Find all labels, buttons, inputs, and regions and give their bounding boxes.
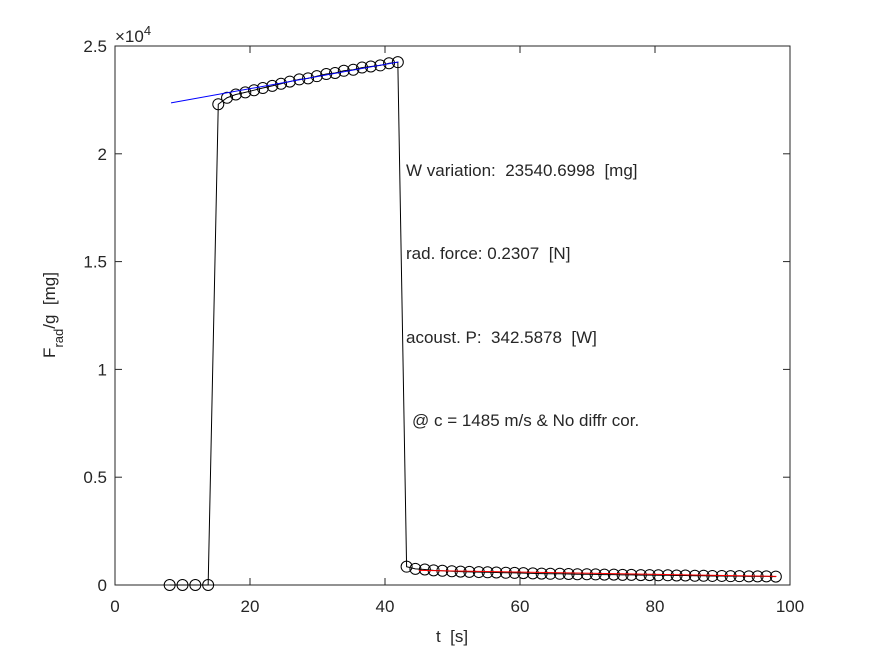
data-point [544, 567, 557, 580]
y-tick-label: 0 [98, 576, 107, 595]
data-point [652, 569, 665, 582]
data-point [383, 57, 396, 70]
series-line [170, 61, 399, 104]
y-tick-label: 1.5 [83, 253, 107, 272]
axes-box [114, 45, 791, 586]
y-tick-label: 2.5 [83, 37, 107, 56]
data-point [607, 568, 620, 581]
series-line [169, 61, 776, 586]
data-point [212, 98, 225, 111]
y-tick-label: 0.5 [83, 468, 107, 487]
data-point [580, 568, 593, 581]
data-point [256, 82, 269, 95]
data-point [409, 562, 422, 575]
data-point [625, 568, 638, 581]
annotation: acoust. P: 342.5878 [W] [406, 328, 597, 347]
data-point [688, 569, 701, 582]
data-point [364, 60, 377, 73]
data-point [562, 568, 575, 581]
data-point [679, 569, 692, 582]
x-axis-label: t [s] [436, 627, 468, 646]
data-point [248, 84, 261, 97]
data-point [472, 566, 485, 579]
data-point [589, 568, 602, 581]
data-point [553, 567, 566, 580]
y-tick-label: 2 [98, 145, 107, 164]
data-point [293, 73, 306, 86]
annotation: @ c = 1485 m/s & No diffr cor. [412, 411, 639, 430]
data-point [202, 579, 215, 591]
data-point [374, 59, 387, 72]
data-point [499, 566, 512, 579]
x-tick-label: 100 [776, 597, 804, 616]
y-label-main: F [40, 348, 59, 358]
data-point [706, 569, 719, 582]
data-point [329, 66, 342, 79]
data-point [616, 568, 629, 581]
data-point [239, 86, 252, 99]
data-point [508, 566, 521, 579]
data-point [517, 567, 530, 580]
y-label-sub: rad [51, 329, 66, 348]
data-point [670, 569, 683, 582]
data-point [661, 569, 674, 582]
x-tick-label: 60 [511, 597, 530, 616]
data-point [283, 75, 296, 88]
data-point [418, 563, 431, 576]
data-point [400, 560, 413, 573]
annotation: W variation: 23540.6998 [mg] [406, 161, 638, 180]
data-point [598, 568, 611, 581]
data-point [643, 569, 656, 582]
data-point [535, 567, 548, 580]
data-point [221, 91, 234, 104]
data-point [391, 56, 404, 69]
data-point [634, 569, 647, 582]
y-axis-label: Frad/g [mg] [40, 272, 66, 358]
data-point [571, 568, 584, 581]
y-label-rest: /g [mg] [40, 272, 59, 329]
annotation: rad. force: 0.2307 [N] [406, 244, 570, 263]
y-tick-label: 1 [98, 360, 107, 379]
data-point [347, 63, 360, 76]
x-tick-label: 80 [646, 597, 665, 616]
y-multiplier: ×104 [115, 23, 151, 47]
data-point [302, 72, 315, 85]
x-tick-label: 40 [376, 597, 395, 616]
data-point [526, 567, 539, 580]
x-tick-label: 0 [110, 597, 119, 616]
data-point [189, 579, 202, 591]
y-multiplier-base: ×10 [115, 27, 144, 46]
data-point [481, 566, 494, 579]
data-point [229, 88, 242, 101]
data-point [490, 566, 503, 579]
data-point [463, 565, 476, 578]
data-point [310, 70, 323, 83]
y-multiplier-power: 4 [144, 23, 151, 38]
series-line [418, 569, 777, 577]
data-point [163, 579, 176, 591]
data-point [176, 579, 189, 591]
x-tick-label: 20 [241, 597, 260, 616]
